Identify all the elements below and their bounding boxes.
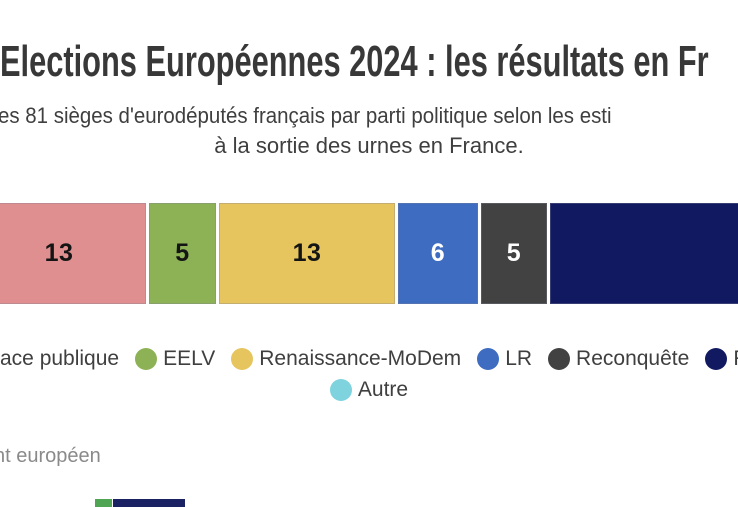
legend-item-renaissance-modem: Renaissance-MoDem <box>231 347 461 371</box>
legend-color-dot <box>705 348 728 370</box>
legend-color-dot <box>477 348 500 370</box>
legend-label: Rass <box>733 347 738 371</box>
page-title: Elections Européennes 2024 : les résulta… <box>0 37 709 86</box>
legend-row-2: Autre <box>0 378 738 402</box>
legend-row-1: ace publique EELV Renaissance-MoDem LR R… <box>0 347 738 371</box>
segment-value: 13 <box>44 239 74 267</box>
legend-label: EELV <box>163 347 216 370</box>
legend-item-place-publique: ace publique <box>0 347 119 371</box>
legend-color-dot <box>135 348 158 370</box>
legend-color-dot <box>329 379 352 401</box>
legend-label: ace publique <box>0 347 120 370</box>
legend-label: Reconquête <box>576 347 690 370</box>
segment-value: 5 <box>506 239 522 267</box>
subtitle-line1: es 81 sièges d'eurodéputés français par … <box>0 103 612 128</box>
bar-segment-rassemblement <box>550 203 738 304</box>
legend-label: Autre <box>357 378 409 401</box>
legend-label: Renaissance-MoDem <box>259 347 462 370</box>
legend-item-lr: LR <box>477 347 532 371</box>
cropped-bottom-element-right <box>113 499 185 507</box>
seats-stacked-bar: 13 5 13 6 5 <box>0 203 738 306</box>
bar-segment-lr: 6 <box>398 203 478 304</box>
legend-item-rassemblement: Rass <box>705 347 738 371</box>
segment-value: 13 <box>292 239 322 267</box>
legend-item-reconquete: Reconquête <box>548 347 689 371</box>
legend-item-autre: Autre <box>329 378 409 402</box>
legend-item-eelv: EELV <box>135 347 215 371</box>
legend-color-dot <box>548 348 571 370</box>
subtitle-line2: à la sortie des urnes en France. <box>214 133 524 158</box>
cropped-bottom-element-left <box>95 499 112 507</box>
bar-segment-renaissance-modem: 13 <box>219 203 395 304</box>
segment-value: 6 <box>430 239 446 267</box>
segment-value: 5 <box>175 239 190 267</box>
bar-segment-place-publique: 13 <box>0 203 146 304</box>
legend-color-dot <box>231 348 254 370</box>
bar-segment-reconquete: 5 <box>481 203 547 304</box>
source-note: nt européen <box>0 445 101 467</box>
legend-label: LR <box>505 347 533 370</box>
bar-segment-eelv: 5 <box>149 203 216 304</box>
